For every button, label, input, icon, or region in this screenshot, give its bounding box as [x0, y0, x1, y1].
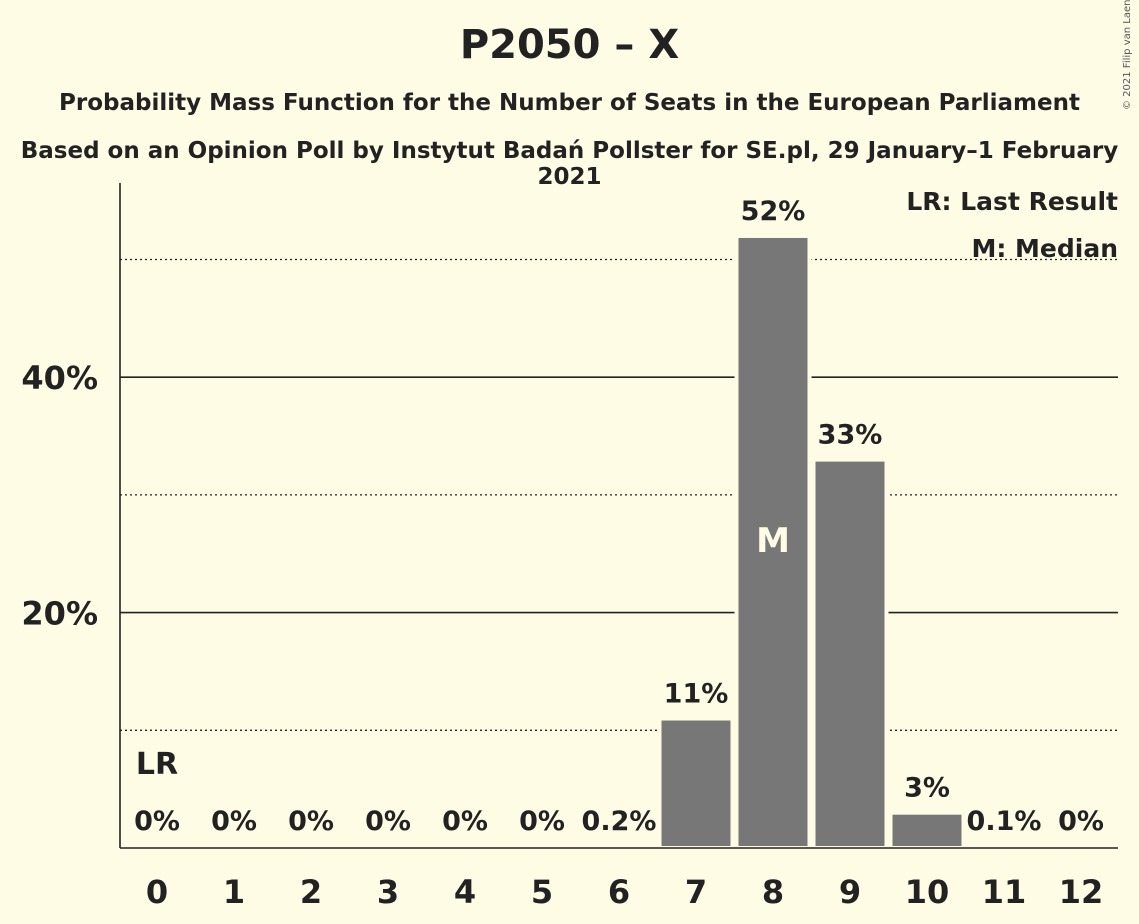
legend-entry: M: Median: [971, 234, 1118, 263]
data-label: 0%: [519, 806, 565, 837]
x-tick-label: 3: [377, 873, 399, 911]
x-tick-label: 2: [300, 873, 322, 911]
data-label: 52%: [741, 196, 806, 227]
data-label: 0%: [1058, 806, 1104, 837]
median-marker: M: [756, 521, 790, 561]
data-label: 0%: [365, 806, 411, 837]
x-tick-label: 7: [685, 873, 707, 911]
x-tick-label: 10: [905, 873, 950, 911]
chart-source: Based on an Opinion Poll by Instytut Bad…: [20, 138, 1119, 190]
data-label: 33%: [818, 420, 883, 451]
x-tick-label: 11: [982, 873, 1027, 911]
legend-entry: LR: Last Result: [906, 187, 1118, 216]
data-label: 0%: [134, 806, 180, 837]
bar-seat-7: [657, 716, 735, 850]
x-tick-label: 8: [762, 873, 784, 911]
y-tick-label: 40%: [21, 359, 98, 397]
data-labels: 0% 0% 0% 0% 0% 0% 0.2% 11% 52% 33% 3% 0.1% 0% M LR: [134, 196, 1104, 837]
bars: [580, 233, 1043, 850]
x-tick-label: 0: [146, 873, 168, 911]
data-label: 0%: [211, 806, 257, 837]
y-tick-label: 20%: [21, 595, 98, 633]
bar-seat-10: [888, 810, 966, 850]
data-label: 11%: [664, 679, 729, 710]
x-tick-label: 4: [454, 873, 476, 911]
chart-title: P2050 – X: [459, 22, 680, 68]
data-label: 3%: [904, 773, 950, 804]
x-tick-label: 1: [223, 873, 245, 911]
chart-subtitle: Probability Mass Function for the Number…: [59, 90, 1080, 116]
bar-seat-9: [811, 457, 889, 850]
data-label: 0%: [288, 806, 334, 837]
x-tick-label: 5: [531, 873, 553, 911]
data-label: 0.2%: [582, 806, 657, 837]
gridlines: [120, 258, 1118, 731]
last-result-marker: LR: [136, 747, 178, 782]
x-tick-label: 9: [839, 873, 861, 911]
data-label: 0%: [442, 806, 488, 837]
x-tick-label: 6: [608, 873, 630, 911]
axes: 20%40%0 1 2 3 4 5 6 7 8 9 10 11 12: [21, 183, 1118, 911]
data-label: 0.1%: [967, 806, 1042, 837]
x-tick-label: 12: [1059, 873, 1104, 911]
legend: LR: Last Result M: Median: [906, 187, 1118, 263]
